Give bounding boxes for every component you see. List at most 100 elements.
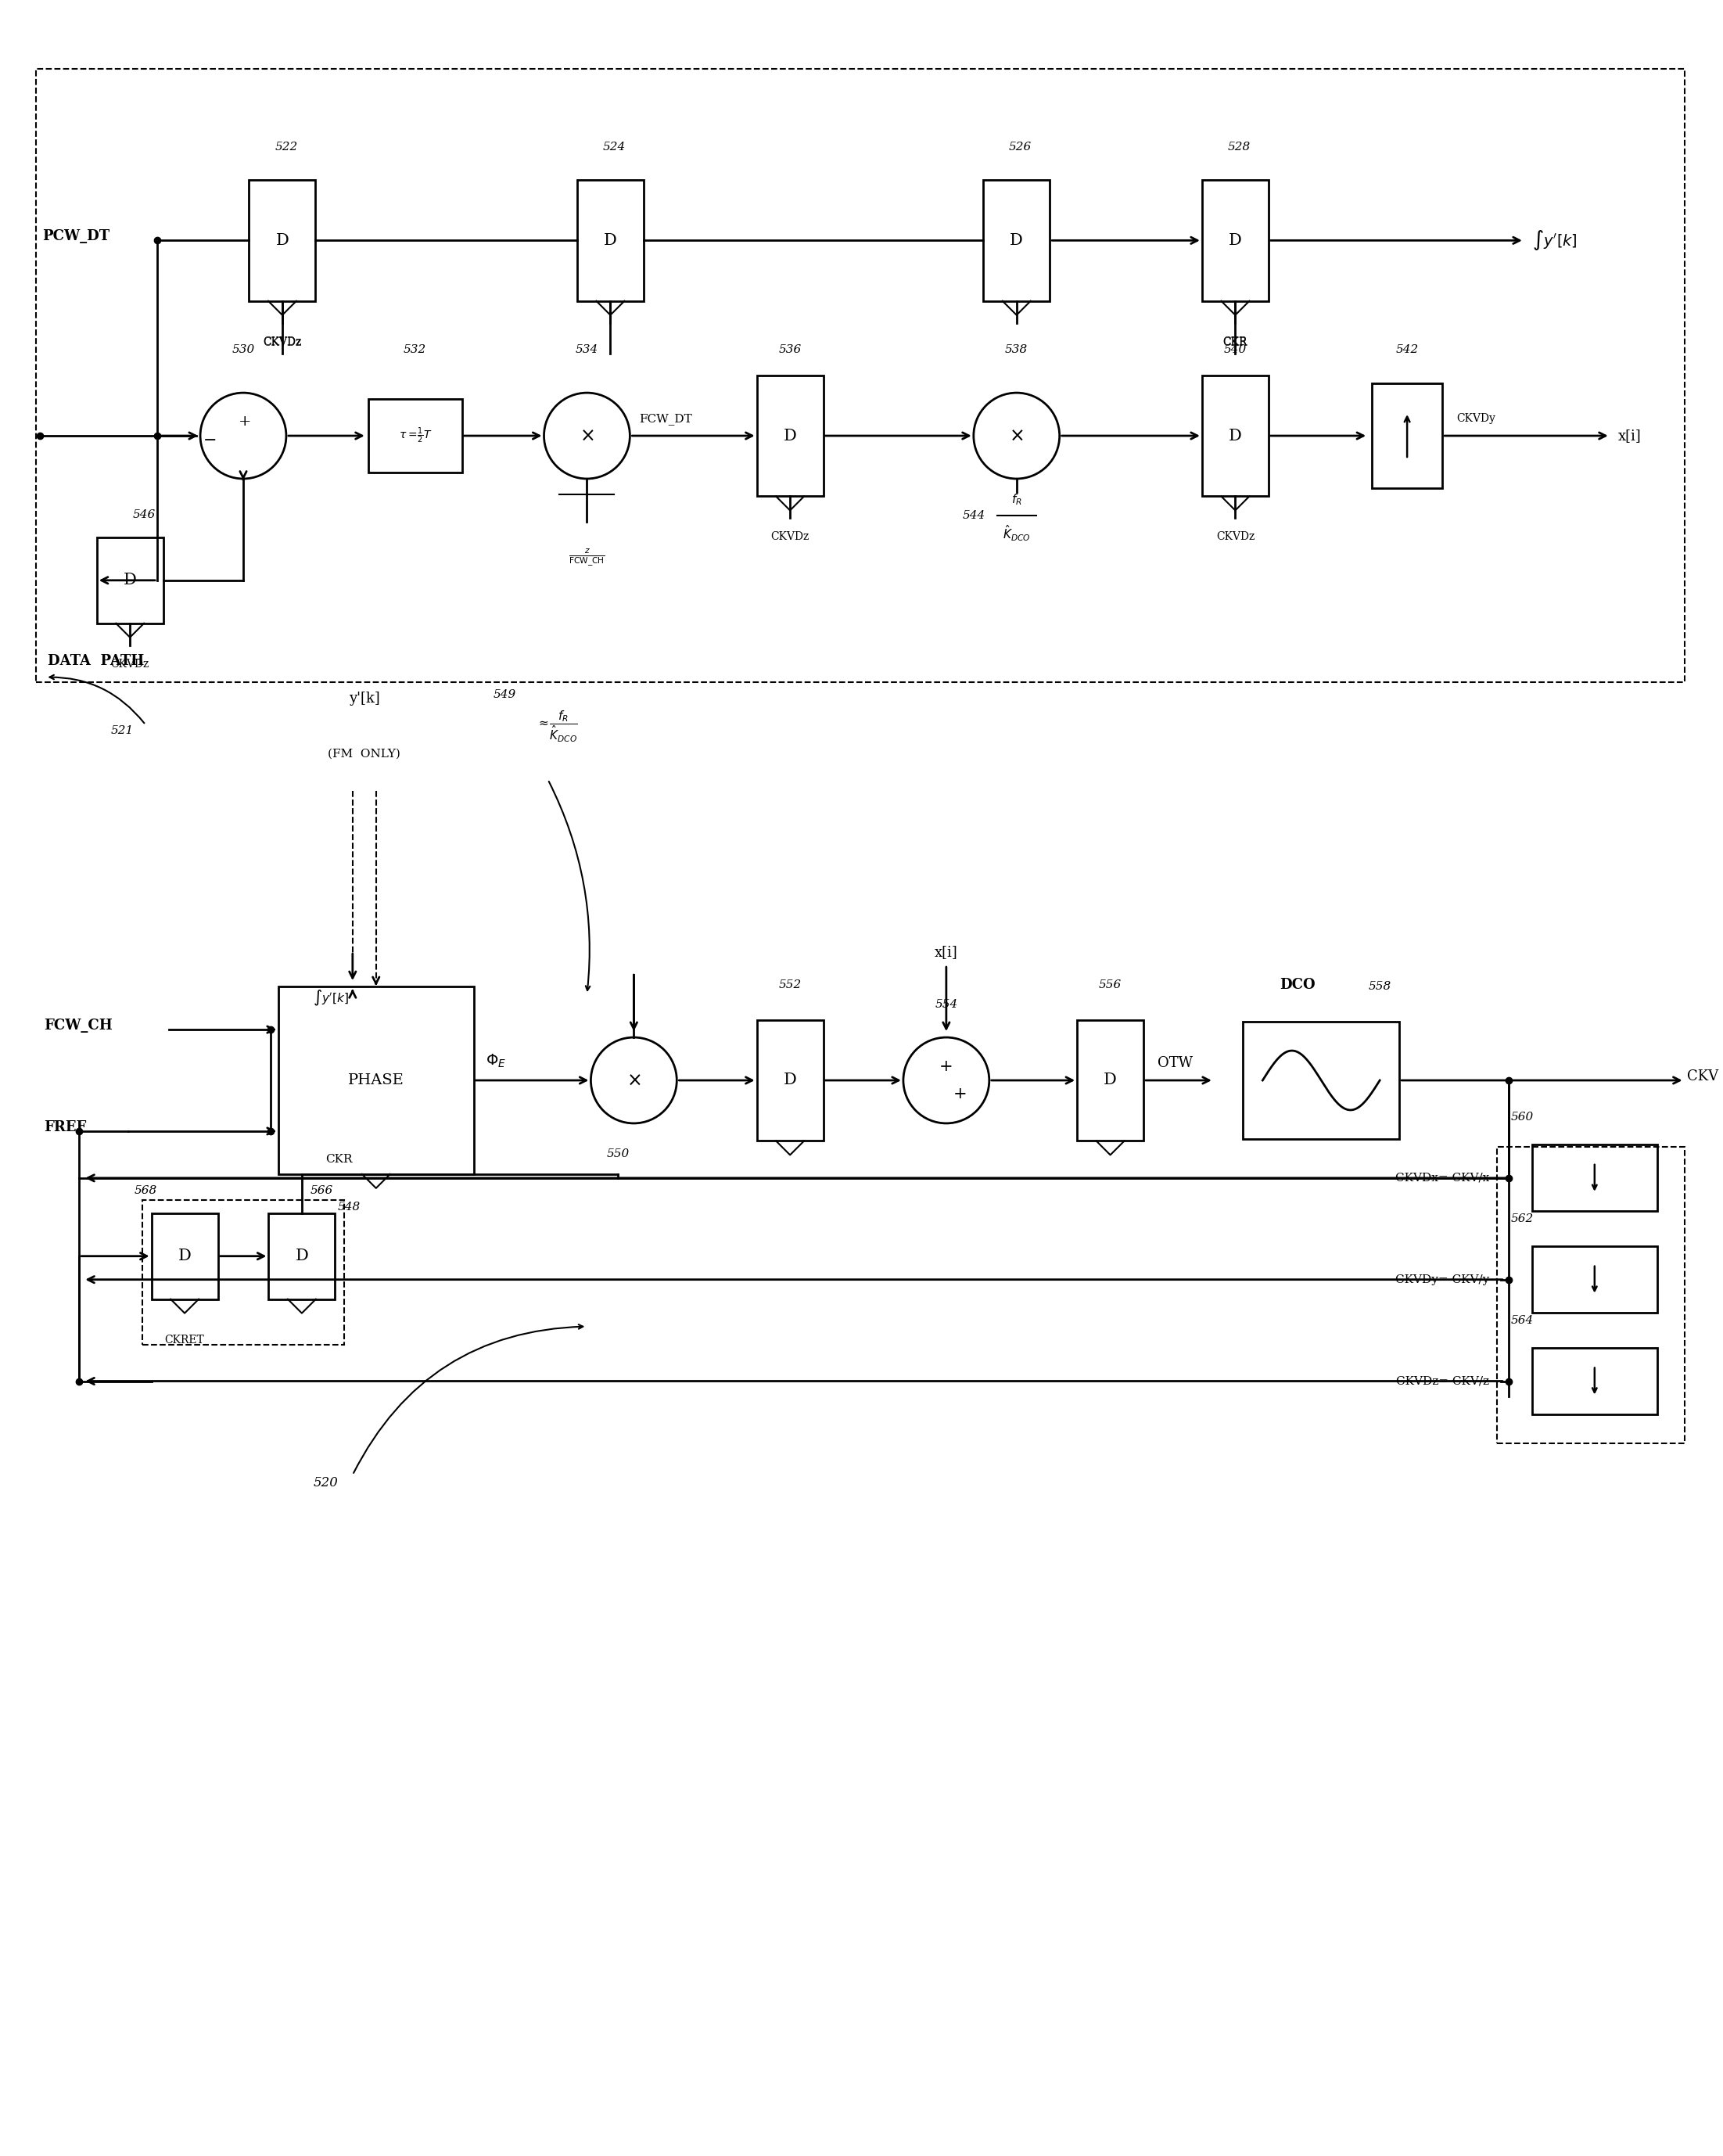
Text: D: D xyxy=(124,573,136,589)
Text: 550: 550 xyxy=(606,1149,629,1160)
Text: 562: 562 xyxy=(1511,1214,1533,1225)
Text: 521: 521 xyxy=(110,724,133,735)
Bar xyxy=(1203,179,1268,302)
Text: $\int y^\prime[k]$: $\int y^\prime[k]$ xyxy=(314,990,348,1007)
Bar xyxy=(1532,1348,1658,1414)
Text: DATA  PATH: DATA PATH xyxy=(48,653,145,668)
Bar xyxy=(756,1020,824,1141)
Bar xyxy=(1203,375,1268,496)
Text: 560: 560 xyxy=(1511,1112,1533,1123)
Text: CKVDy: CKVDy xyxy=(1456,414,1496,425)
Text: x[i]: x[i] xyxy=(934,944,958,959)
Text: D: D xyxy=(1228,233,1242,248)
Text: D: D xyxy=(177,1248,191,1263)
Text: $\int y^\prime[k]$: $\int y^\prime[k]$ xyxy=(1532,229,1577,252)
Bar xyxy=(96,537,164,623)
Text: +: + xyxy=(238,414,252,429)
Text: D: D xyxy=(603,233,617,248)
Text: PHASE: PHASE xyxy=(348,1074,405,1087)
Bar xyxy=(1497,1147,1685,1445)
Text: FREF: FREF xyxy=(45,1121,86,1134)
Bar xyxy=(984,179,1049,302)
Text: D: D xyxy=(1228,429,1242,444)
Text: 549: 549 xyxy=(493,690,517,701)
Text: PCW_DT: PCW_DT xyxy=(43,229,110,244)
Text: $\times$: $\times$ xyxy=(1010,427,1023,444)
Text: 556: 556 xyxy=(1099,979,1122,990)
Text: 530: 530 xyxy=(233,345,255,356)
Text: 522: 522 xyxy=(274,142,298,153)
Text: x[i]: x[i] xyxy=(1618,429,1642,442)
Text: CKV: CKV xyxy=(1687,1069,1718,1084)
Text: 554: 554 xyxy=(936,998,958,1009)
Text: 540: 540 xyxy=(1223,345,1247,356)
Text: D: D xyxy=(276,233,289,248)
Text: $\frac{z}{\mathrm{FCW\_CH}}$: $\frac{z}{\mathrm{FCW\_CH}}$ xyxy=(569,548,605,567)
Text: 538: 538 xyxy=(1005,345,1029,356)
Text: 558: 558 xyxy=(1368,981,1390,992)
Bar xyxy=(269,1214,334,1300)
Text: 532: 532 xyxy=(403,345,427,356)
Text: 520: 520 xyxy=(314,1477,338,1490)
Text: (FM  ONLY): (FM ONLY) xyxy=(327,748,401,759)
Bar xyxy=(152,1214,217,1300)
Text: CKVDz: CKVDz xyxy=(110,658,150,668)
Bar xyxy=(369,399,462,472)
Text: CKVDx= CKV/x: CKVDx= CKV/x xyxy=(1396,1173,1489,1184)
Text: 534: 534 xyxy=(575,345,598,356)
Text: DCO: DCO xyxy=(1280,979,1316,992)
Text: CKR: CKR xyxy=(1223,336,1247,347)
Text: D: D xyxy=(784,1074,796,1089)
Text: FCW_DT: FCW_DT xyxy=(639,412,693,425)
Text: CKVDz: CKVDz xyxy=(264,336,302,347)
Text: +: + xyxy=(953,1087,967,1102)
Bar xyxy=(141,1201,345,1345)
Text: 544: 544 xyxy=(961,511,986,522)
Bar xyxy=(1077,1020,1144,1141)
Text: 526: 526 xyxy=(1010,142,1032,153)
Text: D: D xyxy=(784,429,796,444)
Bar xyxy=(250,179,315,302)
Text: CKVDz: CKVDz xyxy=(264,336,302,347)
Bar xyxy=(36,69,1685,681)
Text: $\hat{K}_{DCO}$: $\hat{K}_{DCO}$ xyxy=(1003,524,1030,543)
Text: 524: 524 xyxy=(603,142,625,153)
Text: 546: 546 xyxy=(133,509,155,520)
Text: $\Phi_E$: $\Phi_E$ xyxy=(486,1052,507,1069)
Text: CKR: CKR xyxy=(326,1153,351,1164)
Text: 552: 552 xyxy=(779,979,801,990)
Text: CKRET: CKRET xyxy=(165,1335,205,1345)
Text: +: + xyxy=(939,1059,953,1074)
Text: CKVDz: CKVDz xyxy=(770,533,810,543)
Bar xyxy=(279,987,474,1175)
Text: $-$: $-$ xyxy=(203,431,217,446)
Bar xyxy=(1532,1145,1658,1212)
Text: CKVDz: CKVDz xyxy=(1216,533,1254,543)
Text: $\times$: $\times$ xyxy=(579,427,594,444)
Text: $\tau=\!\frac{1}{2}T$: $\tau=\!\frac{1}{2}T$ xyxy=(398,427,432,446)
Text: $\approx\!\dfrac{f_R}{\hat{K}_{DCO}}$: $\approx\!\dfrac{f_R}{\hat{K}_{DCO}}$ xyxy=(536,709,577,744)
Text: 548: 548 xyxy=(338,1201,360,1212)
Text: CKR: CKR xyxy=(1223,336,1247,347)
Bar xyxy=(1242,1022,1399,1138)
Bar xyxy=(1372,384,1442,489)
Bar xyxy=(577,179,644,302)
Text: 566: 566 xyxy=(310,1186,333,1197)
Text: CKVDy= CKV/y: CKVDy= CKV/y xyxy=(1396,1274,1489,1285)
Bar xyxy=(1532,1246,1658,1313)
Text: 568: 568 xyxy=(134,1186,157,1197)
Text: CKVDz= CKV/z: CKVDz= CKV/z xyxy=(1396,1376,1489,1386)
Text: y'[k]: y'[k] xyxy=(348,692,379,705)
Text: $f_R$: $f_R$ xyxy=(1011,492,1022,507)
Bar xyxy=(756,375,824,496)
Text: D: D xyxy=(295,1248,308,1263)
Text: D: D xyxy=(1104,1074,1117,1089)
Text: 542: 542 xyxy=(1396,345,1418,356)
Text: 536: 536 xyxy=(779,345,801,356)
Text: D: D xyxy=(1010,233,1023,248)
Text: 528: 528 xyxy=(1228,142,1251,153)
Text: $\times$: $\times$ xyxy=(627,1072,641,1089)
Text: FCW_CH: FCW_CH xyxy=(45,1018,112,1033)
Text: OTW: OTW xyxy=(1158,1056,1192,1069)
Text: 564: 564 xyxy=(1511,1315,1533,1326)
